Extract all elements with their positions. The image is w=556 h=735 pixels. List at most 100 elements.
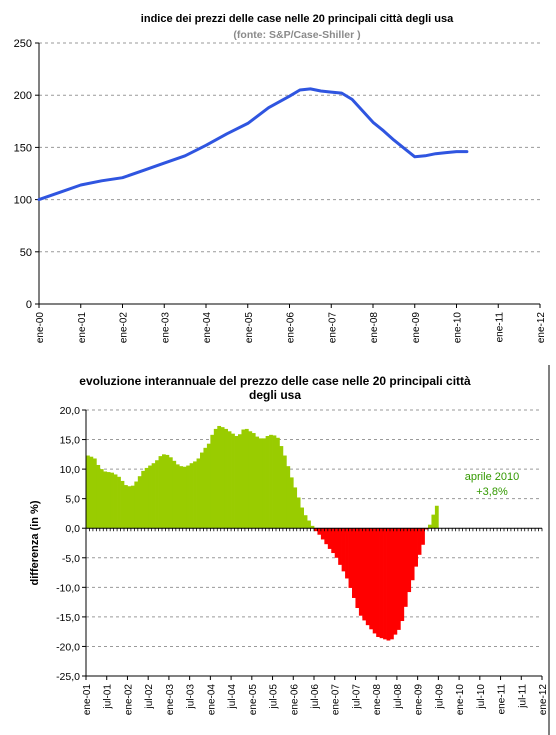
chart1-y-tick-label: 150 [14,142,32,154]
chart2-bar [130,485,135,529]
chart2-x-tick-label: jul-01 [103,684,114,710]
chart2-y-tick-label: -10,0 [56,582,80,594]
chart2-x-tick-label: ene-09 [414,684,425,716]
chart1-x-tick-label: ene-03 [160,312,171,344]
chart2-bar [369,528,374,630]
chart2-bar [410,528,415,581]
chart2-x-tick-label: jul-06 [310,684,321,710]
chart2-bar [106,472,111,529]
chart2-bar [314,528,318,532]
chart2-bar [414,528,418,567]
chart2-bar [179,466,184,529]
chart2-gridlines [86,409,542,647]
chart2-bar [241,429,246,529]
chart2-bar [248,431,253,529]
chart2-y-tick-label: 0,0 [65,523,80,535]
chart2-bar [286,466,291,529]
chart2-bar [103,471,108,529]
chart2-bar [172,460,177,529]
chart1-x-tick-label: ene-12 [536,312,547,344]
chart2-bar [168,457,173,529]
chart2-x-tick-label: ene-05 [248,684,259,716]
chart2-bar [144,467,149,529]
chart2-bar [396,528,401,630]
chart2-bar [196,458,201,529]
chart2-bar [341,528,346,572]
chart2-y-axis-label: differenza (in %) [29,500,41,585]
chart2-bar [331,528,336,554]
chart2-bar [310,525,315,529]
chart2-bar [227,431,232,529]
chart2-bar [117,476,121,529]
chart1-series [37,87,469,202]
chart2-bar [113,474,118,529]
chart1-x-tick-label: ene-00 [35,312,46,344]
chart2-x-tick-label: jul-07 [351,684,362,710]
chart2-x-tick-label: jul-05 [269,684,280,710]
chart2-bar [334,528,339,558]
chart2-x-tick-label: jul-04 [227,684,238,710]
chart2-bar [417,528,422,555]
chart2-bar [244,428,249,529]
chart1-x-tick-label: ene-06 [286,312,297,344]
chart2-bar [365,528,370,626]
chart2-bar [348,528,353,588]
chart1-subtitle: (fonte: S&P/Case-Shiller ) [233,29,360,41]
chart2-bar [189,463,194,529]
chart1-x-tick-labels: ene-00 ene-01 ene-02 ene-03 ene-04 ene-05 ene-… [35,312,547,344]
chart2-bar [431,514,436,529]
chart2-x-tick-label: ene-08 [372,684,383,716]
chart2-bar [303,515,308,529]
index-line-chart: indice dei prezzi delle case nelle 20 pr… [14,13,547,343]
chart2-y-tick-label: 10,0 [60,464,81,476]
chart2-bar [148,465,152,529]
chart2-bar [186,465,190,529]
chart2-bar [120,480,125,529]
chart2-bar [407,528,412,593]
chart2-bar [162,454,166,529]
chart2-title-line2: degli usa [249,388,301,402]
chart1-x-tick-label: ene-01 [77,312,88,344]
chart2-bar [182,466,187,529]
chart2-bar [428,524,432,529]
chart1-x-tick-label: ene-10 [453,312,464,344]
chart2-x-tick-label: jul-11 [517,684,528,709]
chart2-bar [345,528,349,579]
annotation-line1: aprile 2010 [465,471,519,483]
yoy-bar-chart: evoluzione interannuale del prezzo delle… [29,365,550,735]
annotation-line2: +3,8% [476,486,508,498]
chart2-title-line1: evoluzione interannuale del prezzo delle… [79,374,471,388]
chart2-bar [165,454,170,529]
chart2-y-tick-labels: 20,0 15,0 10,0 5,0 0,0 -5,0 -10,0 -15,0 -20,0 -25… [56,405,80,683]
chart2-bar [307,520,311,529]
chart1-y-tick-label: 250 [14,38,32,50]
chart2-bar [279,446,284,529]
chart1-x-tick-label: ene-11 [494,312,505,343]
chart2-x-tick-label: ene-03 [165,684,176,716]
chart2-x-tick-label: jul-08 [393,684,404,710]
chart2-x-tick-label: ene-01 [82,684,93,716]
chart2-y-tick-label: -25,0 [56,671,80,683]
chart2-x-tick-label: jul-02 [144,684,155,710]
chart2-y-tick-label: 15,0 [60,435,81,447]
chart2-bar [258,438,263,529]
chart2-bar [424,528,429,530]
chart2-bar [317,528,322,535]
chart2-bar [300,507,304,529]
chart2-bar [200,452,204,529]
chart2-bar [210,434,215,529]
chart2-bar [376,528,380,637]
chart2-bar [155,460,159,529]
chart2-y-tick-label: 20,0 [60,405,81,417]
chart2-x-tick-label: jul-10 [476,684,487,710]
chart1-y-tick-label: 100 [14,195,32,207]
chart2-bar [175,464,180,529]
chart2-bars [86,425,439,641]
chart2-bar [158,456,163,529]
chart2-bar [137,476,142,529]
chart2-x-tick-label: ene-07 [331,684,342,716]
chart2-bar [96,464,101,529]
chart2-bar [383,528,387,640]
chart2-bar [393,528,398,635]
